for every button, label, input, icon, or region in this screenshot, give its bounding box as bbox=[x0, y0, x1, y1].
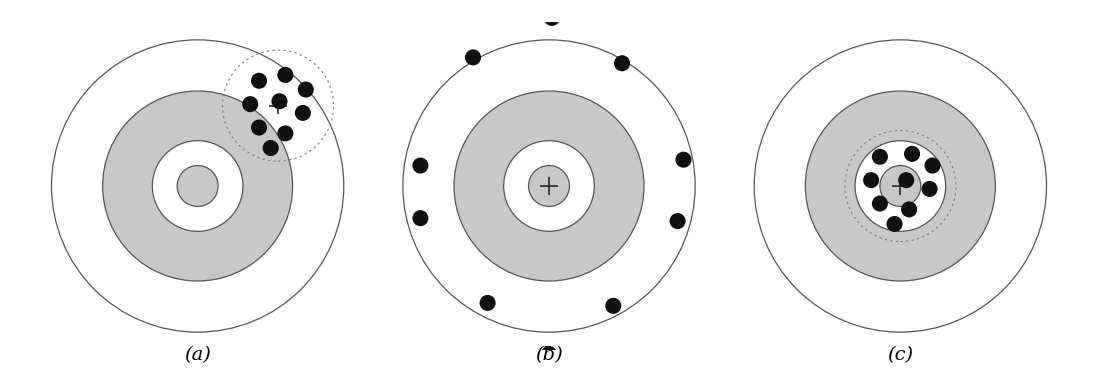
Text: (c): (c) bbox=[887, 346, 914, 365]
Text: (b): (b) bbox=[535, 346, 563, 365]
Circle shape bbox=[544, 10, 560, 26]
Circle shape bbox=[675, 152, 692, 168]
Circle shape bbox=[177, 166, 219, 206]
Circle shape bbox=[102, 91, 293, 281]
Circle shape bbox=[464, 49, 481, 65]
Circle shape bbox=[453, 91, 645, 281]
Circle shape bbox=[413, 210, 428, 226]
Circle shape bbox=[278, 125, 293, 141]
Circle shape bbox=[901, 201, 917, 217]
Circle shape bbox=[480, 295, 495, 311]
Text: (a): (a) bbox=[184, 346, 211, 365]
Circle shape bbox=[52, 40, 344, 332]
Circle shape bbox=[271, 93, 288, 109]
Circle shape bbox=[541, 346, 557, 362]
Circle shape bbox=[898, 172, 915, 188]
Circle shape bbox=[403, 40, 695, 332]
Circle shape bbox=[879, 166, 921, 206]
Circle shape bbox=[528, 166, 570, 206]
Circle shape bbox=[153, 141, 243, 231]
Circle shape bbox=[278, 67, 293, 83]
Circle shape bbox=[670, 213, 685, 229]
Circle shape bbox=[921, 181, 938, 197]
Circle shape bbox=[805, 91, 996, 281]
Circle shape bbox=[298, 81, 314, 97]
Circle shape bbox=[243, 96, 258, 112]
Circle shape bbox=[262, 140, 279, 156]
Circle shape bbox=[251, 73, 267, 89]
Circle shape bbox=[251, 119, 267, 135]
Circle shape bbox=[904, 146, 920, 162]
Circle shape bbox=[925, 157, 941, 174]
Circle shape bbox=[614, 55, 630, 71]
Circle shape bbox=[855, 141, 945, 231]
Circle shape bbox=[295, 105, 311, 121]
Circle shape bbox=[872, 196, 888, 212]
Circle shape bbox=[605, 298, 621, 314]
Circle shape bbox=[504, 141, 594, 231]
Circle shape bbox=[886, 216, 903, 232]
Circle shape bbox=[863, 172, 879, 188]
Circle shape bbox=[754, 40, 1046, 332]
Circle shape bbox=[872, 149, 888, 165]
Circle shape bbox=[413, 157, 428, 174]
